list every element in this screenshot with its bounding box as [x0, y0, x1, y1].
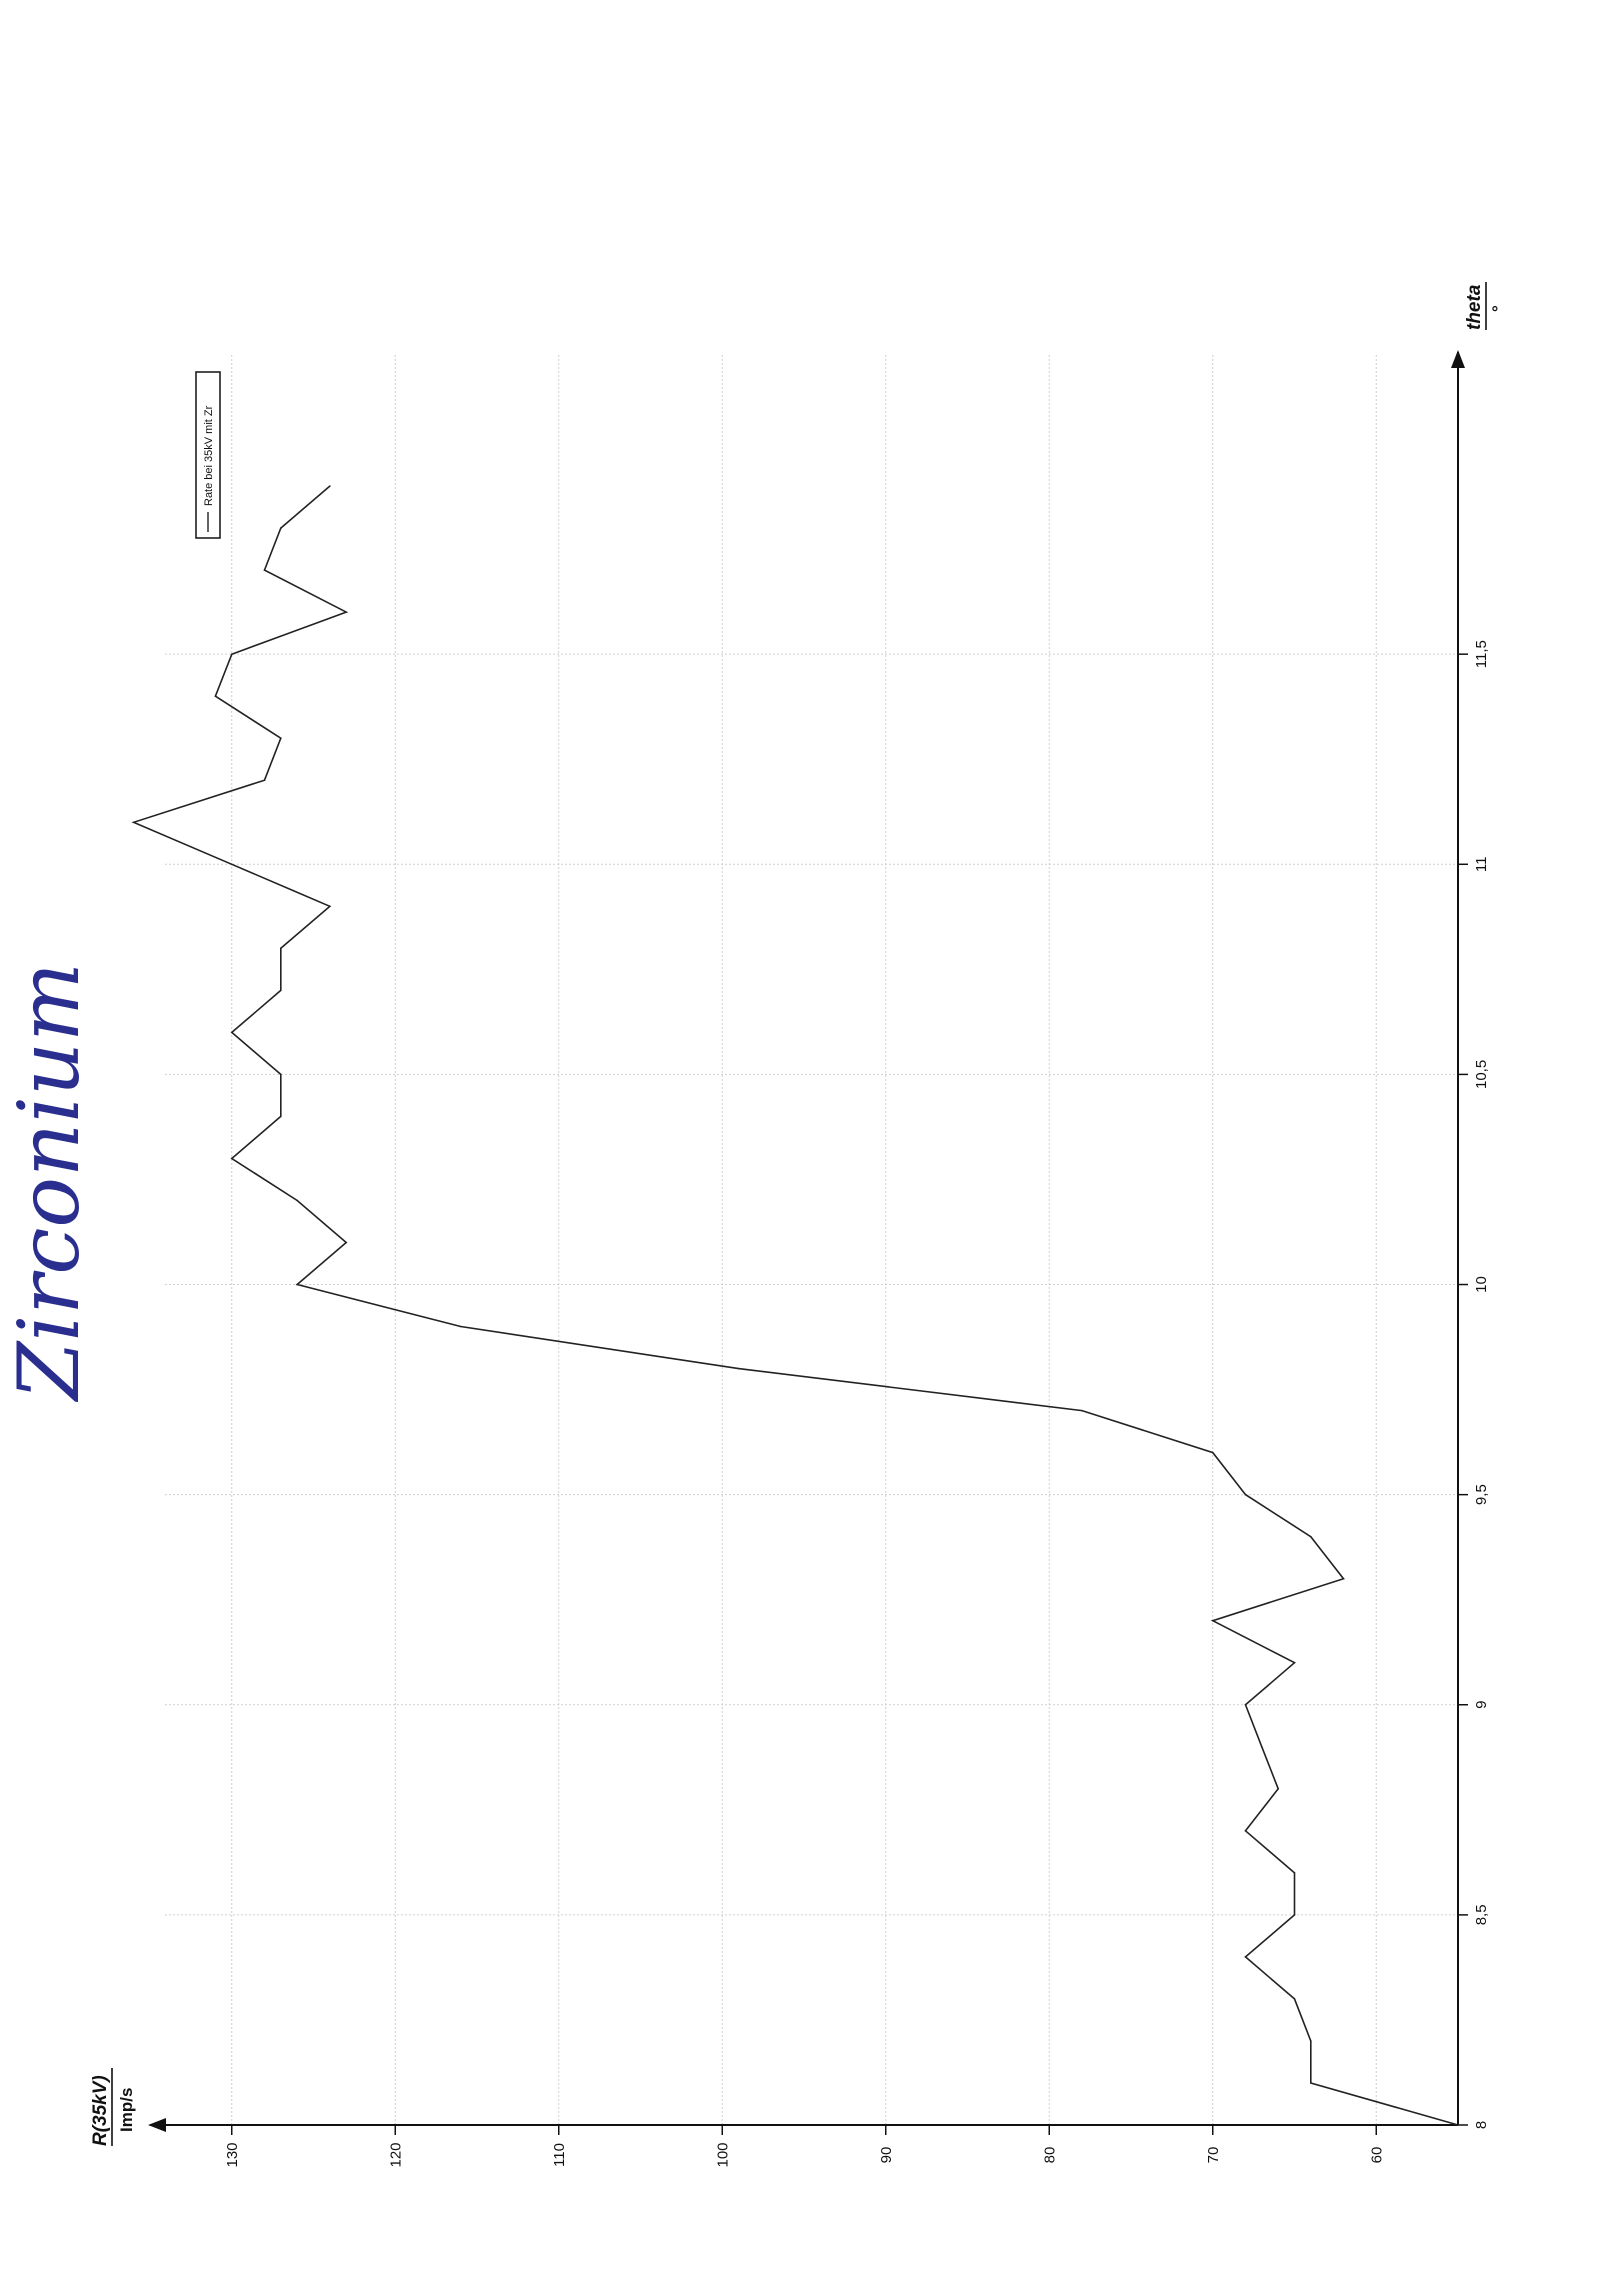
data-point — [280, 947, 282, 950]
legend: Rate bei 35kV mit Zr — [195, 371, 221, 539]
y-tick-label: 120 — [387, 2142, 404, 2167]
y-tick-label: 90 — [878, 2147, 895, 2164]
data-point — [459, 1325, 462, 1328]
data-point — [132, 821, 135, 824]
data-point — [280, 989, 282, 992]
y-tick-label: 110 — [551, 2143, 568, 2167]
data-point — [263, 779, 266, 782]
x-tick-label: 11,5 — [1473, 640, 1490, 668]
data-point — [1244, 1703, 1247, 1706]
x-tick-label: 10,5 — [1473, 1060, 1490, 1089]
data-point — [1261, 1745, 1263, 1748]
x-tick-label: 9,5 — [1473, 1484, 1490, 1505]
data-point — [280, 527, 282, 529]
y-axis-label: R(35kV) — [90, 2075, 111, 2146]
y-axis-title: R(35kV) Imp/s — [90, 2068, 136, 2146]
data-point — [1277, 1788, 1279, 1790]
legend-entry-label: Rate bei 35kV mit Zr — [203, 405, 215, 506]
data-point — [1244, 1956, 1247, 1958]
data-point — [1244, 1830, 1247, 1832]
handwritten-annotation: Zirconium — [0, 962, 98, 1403]
x-tick-label: 8,5 — [1473, 1904, 1490, 1925]
x-axis-arrowhead — [1451, 350, 1465, 368]
y-axis-unit: Imp/s — [117, 2088, 136, 2132]
data-point — [1293, 1914, 1296, 1916]
data-point — [1244, 1493, 1247, 1496]
data-point — [345, 611, 348, 613]
data-point — [280, 1115, 282, 1118]
tick-marks: 8 8,5 9 9,5 10 10,5 11 11,5 60 70 80 90 100 110 120 130 — [224, 640, 1490, 2167]
data-point — [1211, 1619, 1214, 1622]
series-layer — [131, 485, 1459, 2126]
data-point — [329, 905, 331, 908]
x-axis-label: theta — [1464, 284, 1485, 330]
x-tick-label: 8 — [1473, 2121, 1490, 2129]
data-point — [230, 863, 233, 866]
legend-box — [195, 371, 221, 539]
data-point — [230, 1031, 233, 1034]
data-point — [1293, 1661, 1296, 1664]
y-tick-label: 80 — [1041, 2147, 1058, 2164]
x-tick-label: 11 — [1473, 856, 1490, 872]
axes — [148, 350, 1465, 2132]
data-point — [1081, 1409, 1083, 1412]
data-point — [230, 653, 233, 655]
data-point — [214, 695, 217, 697]
data-point — [280, 1073, 282, 1076]
data-point — [1457, 2124, 1459, 2126]
data-point — [1310, 1535, 1312, 1538]
y-tick-label: 60 — [1368, 2147, 1385, 2164]
data-point — [1211, 1451, 1214, 1454]
x-tick-label: 9 — [1473, 1701, 1490, 1709]
x-axis-unit: ° — [1489, 305, 1508, 312]
data-point — [296, 1199, 298, 1202]
data-point — [1293, 1872, 1296, 1874]
y-tick-label: 130 — [224, 2142, 241, 2167]
data-point — [329, 485, 331, 487]
data-point — [230, 1157, 233, 1160]
data-point — [737, 1367, 740, 1370]
y-tick-label: 100 — [714, 2142, 731, 2167]
data-point — [263, 569, 266, 571]
data-point — [1342, 1577, 1345, 1580]
grid-lines — [165, 355, 1458, 2125]
data-point — [296, 1283, 298, 1286]
series-line — [131, 485, 1459, 2126]
data-point — [1310, 2040, 1312, 2042]
y-axis-arrowhead — [148, 2118, 166, 2132]
y-tick-label: 70 — [1205, 2147, 1222, 2164]
data-point — [1310, 2082, 1312, 2084]
x-tick-label: 10 — [1473, 1276, 1490, 1293]
data-point — [280, 737, 282, 740]
data-point — [345, 1241, 348, 1244]
data-point — [1293, 1998, 1296, 2000]
x-axis-title: theta ° — [1464, 282, 1508, 330]
